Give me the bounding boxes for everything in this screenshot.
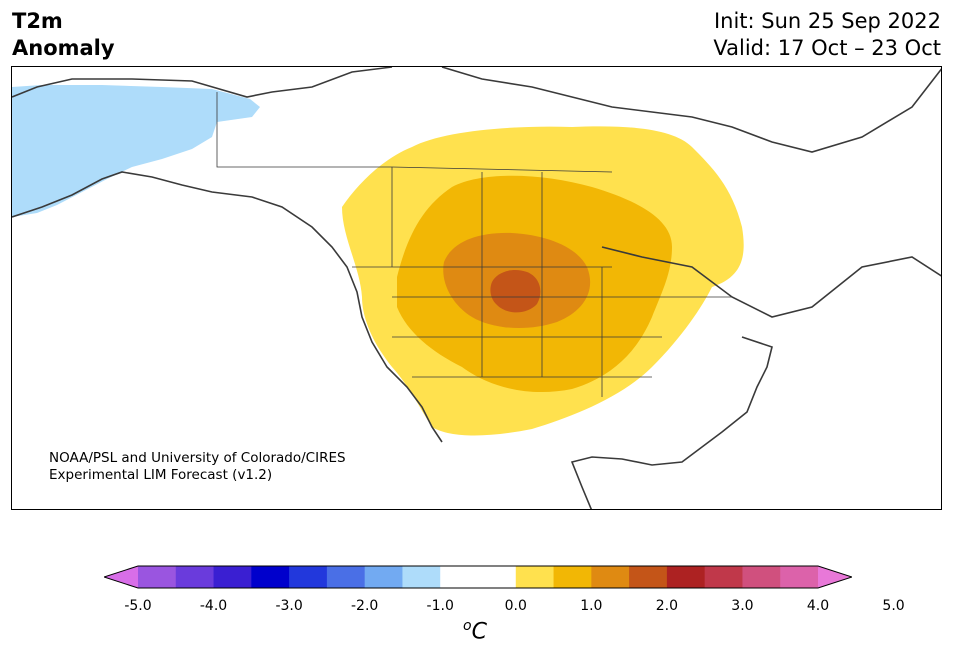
coastlines <box>12 67 941 509</box>
init-date: Init: Sun 25 Sep 2022 <box>713 9 941 33</box>
colorbar-tick-label: 1.0 <box>580 598 603 614</box>
colorbar-tick-label: -5.0 <box>124 598 152 614</box>
credit-line-2: Experimental LIM Forecast (v1.2) <box>49 467 273 483</box>
colorbar-swatch <box>440 566 479 588</box>
colorbar-tick-label: 0.0 <box>504 598 527 614</box>
colorbar-swatch <box>213 566 252 588</box>
colorbar-tick-label: 3.0 <box>731 598 754 614</box>
colorbar-swatch <box>251 566 290 588</box>
anomaly-map <box>11 66 942 510</box>
colorbar-swatch <box>175 566 215 588</box>
colorbar-swatch <box>289 566 328 588</box>
degree-sign: o <box>463 618 472 634</box>
colorbar-tick-label: 5.0 <box>882 598 905 614</box>
warm-anomaly-level-4 <box>490 270 541 313</box>
credit-line-1: NOAA/PSL and University of Colorado/CIRE… <box>49 450 346 466</box>
colorbar-swatch <box>704 566 743 588</box>
variable-name: T2m <box>12 9 63 33</box>
valid-range: Valid: 17 Oct – 23 Oct <box>713 36 941 60</box>
colorbar-extend-low <box>104 566 138 588</box>
credit-note: NOAA/PSL and University of Colorado/CIRE… <box>49 450 346 484</box>
colorbar-tick-label: -2.0 <box>350 598 379 614</box>
colorbar-swatch <box>478 566 517 588</box>
unit-letter: C <box>471 619 487 645</box>
borders <box>216 92 732 397</box>
colorbar-tick-label: -3.0 <box>275 598 303 614</box>
colorbar-extend-high <box>818 566 852 588</box>
colorbar-tick-label: 4.0 <box>806 598 830 614</box>
colorbar-swatch <box>629 566 668 588</box>
colorbar-swatch <box>591 566 630 588</box>
variable-subtitle: Anomaly <box>12 36 115 60</box>
colorbar-tick-label: -1.0 <box>426 598 454 614</box>
forecast-dates: Init: Sun 25 Sep 2022 Valid: 17 Oct – 23… <box>713 8 941 62</box>
colorbar-tick-label: -4.0 <box>199 598 228 614</box>
colorbar-swatch <box>364 566 403 588</box>
map-canvas <box>12 67 941 509</box>
colorbar <box>102 564 854 596</box>
colorbar-swatch <box>553 566 592 588</box>
colorbar-swatch <box>138 566 177 588</box>
colorbar-unit: oC <box>463 618 487 644</box>
colorbar-graphic <box>102 565 854 589</box>
colorbar-swatch <box>402 566 441 588</box>
colorbar-swatch <box>780 566 819 588</box>
colorbar-swatch <box>742 566 781 588</box>
cold-anomaly-alaska <box>12 85 260 217</box>
colorbar-swatch <box>515 566 555 588</box>
map-title: T2m Anomaly <box>12 8 115 62</box>
colorbar-swatch <box>666 566 706 588</box>
colorbar-swatch <box>326 566 366 588</box>
colorbar-tick-label: 2.0 <box>655 598 678 614</box>
